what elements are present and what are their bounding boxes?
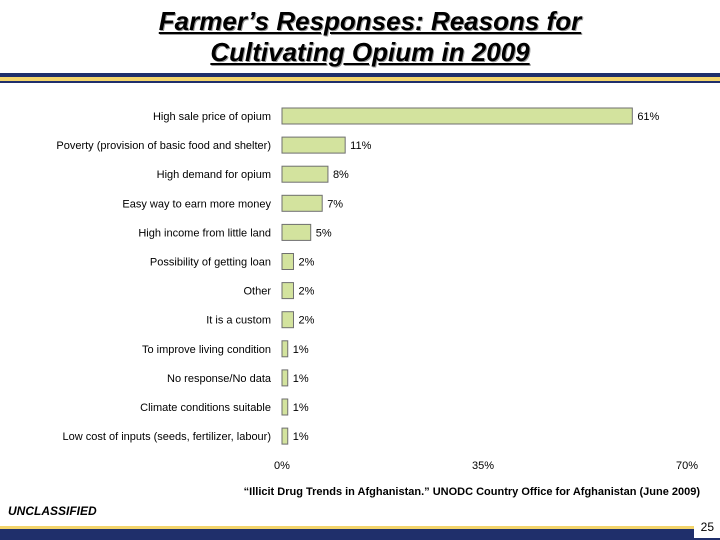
bar [281,165,329,183]
x-tick-label: 70% [676,460,698,472]
bar-value-label: 5% [316,227,332,239]
bar [281,282,294,300]
bar [281,107,633,125]
bar-value-label: 61% [637,111,659,123]
bar [281,194,323,212]
category-label: High sale price of opium [153,111,271,123]
bar [281,398,289,416]
footer-band-navy [0,529,720,540]
bar [281,369,289,387]
bar-value-label: 2% [298,315,314,327]
bar-value-label: 7% [327,198,343,210]
category-label: To improve living condition [142,344,271,356]
category-label: High income from little land [138,227,271,239]
bar [281,311,294,329]
bar-value-label: 1% [293,373,309,385]
classification-label: UNCLASSIFIED [8,504,97,518]
x-tick-label: 0% [274,460,290,472]
bar-value-label: 2% [298,286,314,298]
slide-title-line-1: Farmer’s Responses: Reasons for [158,6,582,36]
bar-value-label: 2% [298,257,314,269]
category-label: Climate conditions suitable [140,402,271,414]
slide-title: Farmer’s Responses: Reasons for Cultivat… [0,6,720,68]
category-label: High demand for opium [157,169,271,181]
category-label: No response/No data [167,373,272,385]
bar [281,340,289,358]
bar [281,427,289,445]
category-label: Easy way to earn more money [122,198,271,210]
bar-value-label: 1% [293,431,309,443]
category-label: Possibility of getting loan [150,257,271,269]
category-label: Low cost of inputs (seeds, fertilizer, l… [63,431,271,443]
bar [281,223,312,241]
bar-value-label: 8% [333,169,349,181]
footer-band-yellow [0,526,720,529]
category-label: It is a custom [206,315,271,327]
slide-title-line-2: Cultivating Opium in 2009 [210,37,530,67]
bar-chart: High sale price of opium 61% Poverty (prov… [56,107,698,472]
bar [281,136,346,154]
bar-value-label: 1% [293,402,309,414]
category-label: Poverty (provision of basic food and she… [56,140,271,152]
bar [281,253,294,270]
header-band-yellow [0,77,720,81]
header-band-navy-thin [0,81,720,83]
source-citation: “Illicit Drug Trends in Afghanistan.” UN… [243,486,700,498]
x-tick-label: 35% [472,460,494,472]
bar-value-label: 1% [293,344,309,356]
page-number: 25 [694,517,720,538]
bar-value-label: 11% [350,140,371,152]
header-band-navy [0,73,720,77]
category-label: Other [243,286,271,298]
